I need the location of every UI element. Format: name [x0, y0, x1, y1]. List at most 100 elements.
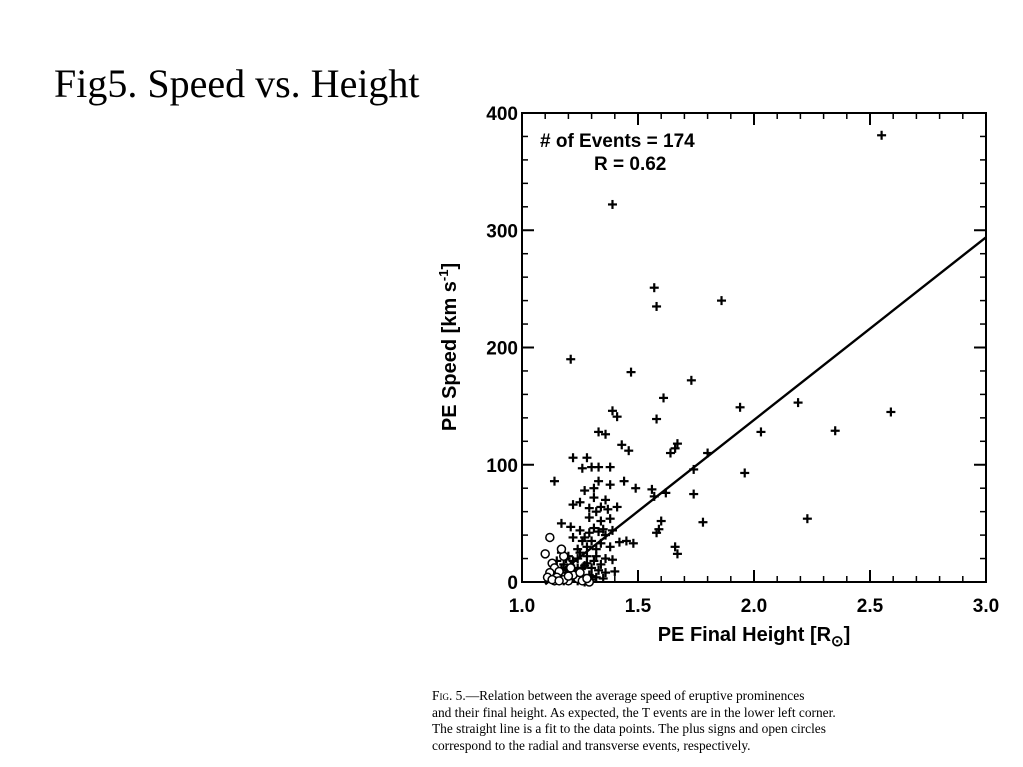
plus-point: [577, 463, 587, 473]
x-axis-label-end: ]: [844, 624, 851, 646]
plus-point: [594, 462, 604, 472]
plus-point: [652, 414, 662, 424]
plus-point: [672, 549, 682, 559]
plus-point: [568, 500, 578, 510]
plus-point: [621, 536, 631, 546]
circle-point: [575, 567, 585, 578]
plot-axes: [521, 112, 987, 583]
plus-point: [619, 476, 629, 486]
plot-labels: 1.0 1.5 2.0 2.5 3.0 0 100 200 300 400 # of Events …: [436, 104, 999, 650]
y-tick-label: 200: [486, 339, 518, 360]
plus-point: [605, 462, 615, 472]
plus-point: [589, 493, 599, 503]
plus-point: [601, 530, 611, 540]
plus-point: [573, 544, 583, 554]
plus-point: [656, 516, 666, 526]
plus-point: [740, 468, 750, 478]
plus-point: [672, 439, 682, 449]
caption-line-4: correspond to the radial and transverse …: [432, 737, 751, 753]
plus-point: [596, 538, 606, 548]
slide-title: Fig5. Speed vs. Height: [54, 61, 420, 106]
plus-point: [717, 296, 727, 306]
plus-point: [649, 283, 659, 293]
plus-point: [584, 528, 594, 538]
plot-frame: [521, 112, 987, 583]
plus-point: [605, 480, 615, 490]
x-axis-label: PE Final Height [R⊙]: [658, 624, 851, 650]
plus-point: [652, 301, 662, 311]
plus-point: [596, 516, 606, 526]
plus-point: [575, 525, 585, 535]
plus-point: [631, 483, 641, 493]
plot-marks: [540, 130, 987, 587]
plus-point: [582, 542, 592, 552]
plus-point: [649, 491, 659, 501]
annotation-correlation: R = 0.62: [594, 154, 666, 175]
plus-point: [670, 542, 680, 552]
plus-point: [601, 554, 611, 564]
plus-point: [647, 484, 657, 494]
plus-point: [594, 476, 604, 486]
y-axis-label-exponent: -1: [436, 270, 451, 282]
plus-point: [589, 556, 599, 566]
x-tick-label: 1.5: [625, 596, 652, 617]
plus-point: [594, 427, 604, 437]
plus-point: [607, 555, 617, 565]
plus-point: [686, 375, 696, 385]
plus-point: [594, 527, 604, 537]
plus-point: [601, 429, 611, 439]
y-tick-label: 0: [507, 573, 518, 594]
plus-point: [665, 448, 675, 458]
circle-point: [565, 563, 576, 573]
fit-line: [544, 236, 987, 586]
plus-point: [596, 559, 606, 569]
caption-text: —Relation between the average speed of e…: [465, 688, 805, 703]
x-tick-label: 2.0: [741, 596, 767, 617]
plus-point: [605, 542, 615, 552]
plus-point: [703, 448, 713, 458]
plus-point: [661, 488, 671, 498]
plus-point: [670, 443, 680, 453]
plus-point: [566, 522, 576, 532]
y-tick-label: 300: [486, 221, 518, 242]
annotation-event-count: # of Events = 174: [540, 131, 695, 152]
plus-point: [756, 427, 766, 437]
plus-point: [584, 503, 594, 513]
plus-point: [698, 517, 708, 527]
plus-point: [591, 551, 601, 561]
plus-point: [596, 502, 606, 512]
plus-point: [591, 507, 601, 517]
plus-point: [598, 524, 608, 534]
plus-point: [607, 406, 617, 416]
plus-point: [568, 453, 578, 463]
speed-height-chart: 1.0 1.5 2.0 2.5 3.0 0 100 200 300 400 # of Events …: [436, 104, 999, 650]
plus-point: [735, 402, 745, 412]
y-axis-label-end: ]: [439, 263, 461, 270]
plus-point: [654, 524, 664, 534]
caption-figure-label: Fig. 5.: [432, 688, 466, 703]
x-tick-label: 1.0: [509, 596, 535, 617]
plus-point: [580, 486, 590, 496]
plus-point: [605, 514, 615, 524]
y-axis-label: PE Speed [km s-1]: [436, 263, 461, 431]
plus-point: [624, 446, 634, 456]
plus-point: [573, 554, 583, 564]
plus-point: [556, 518, 566, 528]
plus-point: [617, 440, 627, 450]
plus-point: [877, 130, 887, 140]
plus-point: [589, 483, 599, 493]
plus-point: [575, 497, 585, 507]
plus-point: [591, 572, 601, 582]
plus-point: [689, 464, 699, 474]
figure-caption: Fig. 5.—Relation between the average spe…: [432, 688, 1010, 754]
plus-point: [601, 568, 611, 578]
x-tick-label: 3.0: [973, 596, 999, 617]
plus-point: [566, 354, 576, 364]
plus-point: [626, 367, 636, 377]
circle-point: [556, 544, 567, 554]
circle-point: [563, 571, 574, 581]
x-axis-label-main: PE Final Height [R: [658, 624, 832, 646]
caption-line-2: and their final height. As expected, the…: [432, 704, 836, 720]
plus-point: [886, 407, 896, 417]
plus-point: [582, 558, 592, 568]
